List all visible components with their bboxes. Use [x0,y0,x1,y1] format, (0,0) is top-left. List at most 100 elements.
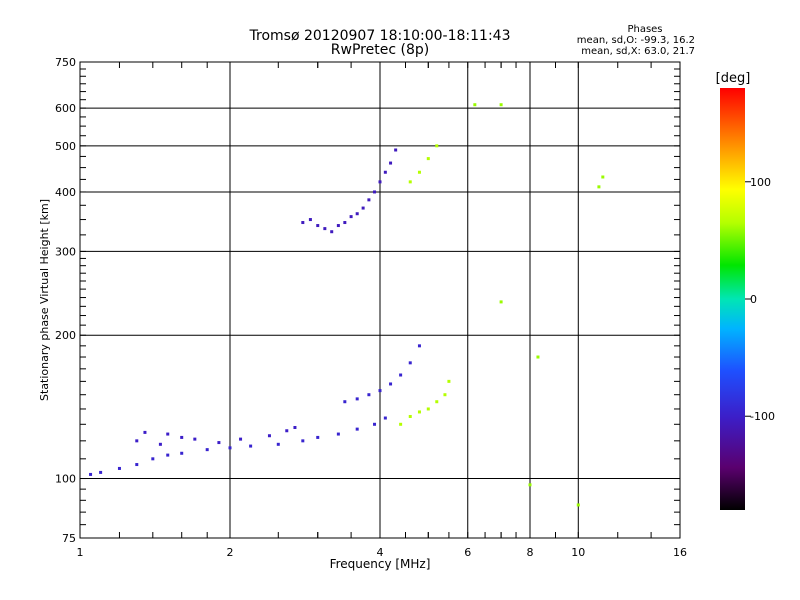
data-point [399,373,403,377]
data-point [447,379,451,383]
y-tick-label: 100 [55,473,76,486]
x-tick-labels: 1 2 4 6 8 10 16 [77,546,688,559]
data-point [408,180,412,184]
data-point [151,457,155,461]
x-tick-label: 6 [464,546,471,559]
x-tick-label: 16 [673,546,687,559]
data-point [217,441,221,445]
x-tick-label: 10 [571,546,585,559]
data-point [330,230,334,234]
y-axis-label: Stationary phase Virtual Height [km] [38,199,51,401]
data-point [601,175,605,179]
data-point [166,453,170,457]
data-point [267,434,271,438]
data-point [349,215,353,219]
data-point [355,427,359,431]
y-tick-label: 600 [55,102,76,115]
data-point [336,432,340,436]
data-point [435,400,439,404]
data-point [389,382,393,386]
colorbar [720,88,745,510]
data-point [367,198,371,202]
data-point [316,224,320,228]
y-tick-labels: 75 100 200 300 400 500 600 750 [55,56,76,545]
data-point [367,393,371,397]
colorbar-tick-label: 100 [750,176,771,189]
plot-frame [79,61,681,539]
data-point [228,446,232,450]
data-point [383,170,387,174]
colorbar-tick-label: -100 [750,410,775,423]
phase-box-line2: mean, sd,X: 63.0, 21.7 [581,46,695,57]
data-point [426,157,430,161]
colorbar-label: [deg] [716,71,751,86]
data-point [417,170,421,174]
data-point [323,227,327,231]
y-tick-label: 300 [55,245,76,258]
data-point [308,218,312,222]
data-point [373,190,377,194]
data-point [117,466,121,470]
data-point [536,355,540,359]
data-point [205,448,209,452]
data-point [378,180,382,184]
x-tick-label: 2 [227,546,234,559]
data-point [180,435,184,439]
y-tick-label: 500 [55,140,76,153]
data-point [135,463,139,467]
data-point [435,144,439,148]
data-point [499,103,503,107]
data-point [499,300,503,304]
data-point [99,470,103,474]
data-point [158,442,162,446]
data-point [417,344,421,348]
data-point [293,425,297,429]
phase-box-line1: mean, sd,O: -99.3, 16.2 [577,35,695,46]
data-point [355,397,359,401]
data-point [336,224,340,228]
x-tick-label: 8 [527,546,534,559]
y-tick-label: 75 [62,532,76,545]
data-point [399,422,403,426]
data-point [355,212,359,216]
colorbar-tick-label: 0 [750,293,757,306]
data-point [389,161,393,165]
data-point [343,400,347,404]
data-point [394,148,398,152]
y-tick-label: 750 [55,56,76,69]
data-point [408,361,412,365]
data-point [528,483,532,487]
y-tick-label: 400 [55,186,76,199]
data-point [285,429,289,433]
data-point [383,416,387,420]
x-axis-label: Frequency [MHz] [330,557,431,571]
phase-box-title: Phases [627,24,662,35]
data-point [276,442,280,446]
data-point [417,410,421,414]
chart-title: Tromsø 20120907 18:10:00-18:11:43 [249,28,511,44]
data-point [408,414,412,418]
data-point [443,393,447,397]
data-point [301,439,305,443]
axis-ticks [80,62,680,538]
data-point [473,103,477,107]
data-points [89,103,605,507]
data-point [249,444,253,448]
data-point [239,437,243,441]
data-point [576,503,580,507]
data-point [316,435,320,439]
data-point [361,206,365,210]
data-point [378,389,382,393]
data-point [166,432,170,436]
chart-subtitle: RwPretec (8p) [331,42,429,58]
data-point [426,407,430,411]
data-point [343,221,347,225]
grid-lines [80,62,680,538]
data-point [373,422,377,426]
y-tick-label: 200 [55,329,76,342]
data-point [193,437,197,441]
data-point [135,439,139,443]
data-point [143,430,147,434]
data-point [597,185,601,189]
